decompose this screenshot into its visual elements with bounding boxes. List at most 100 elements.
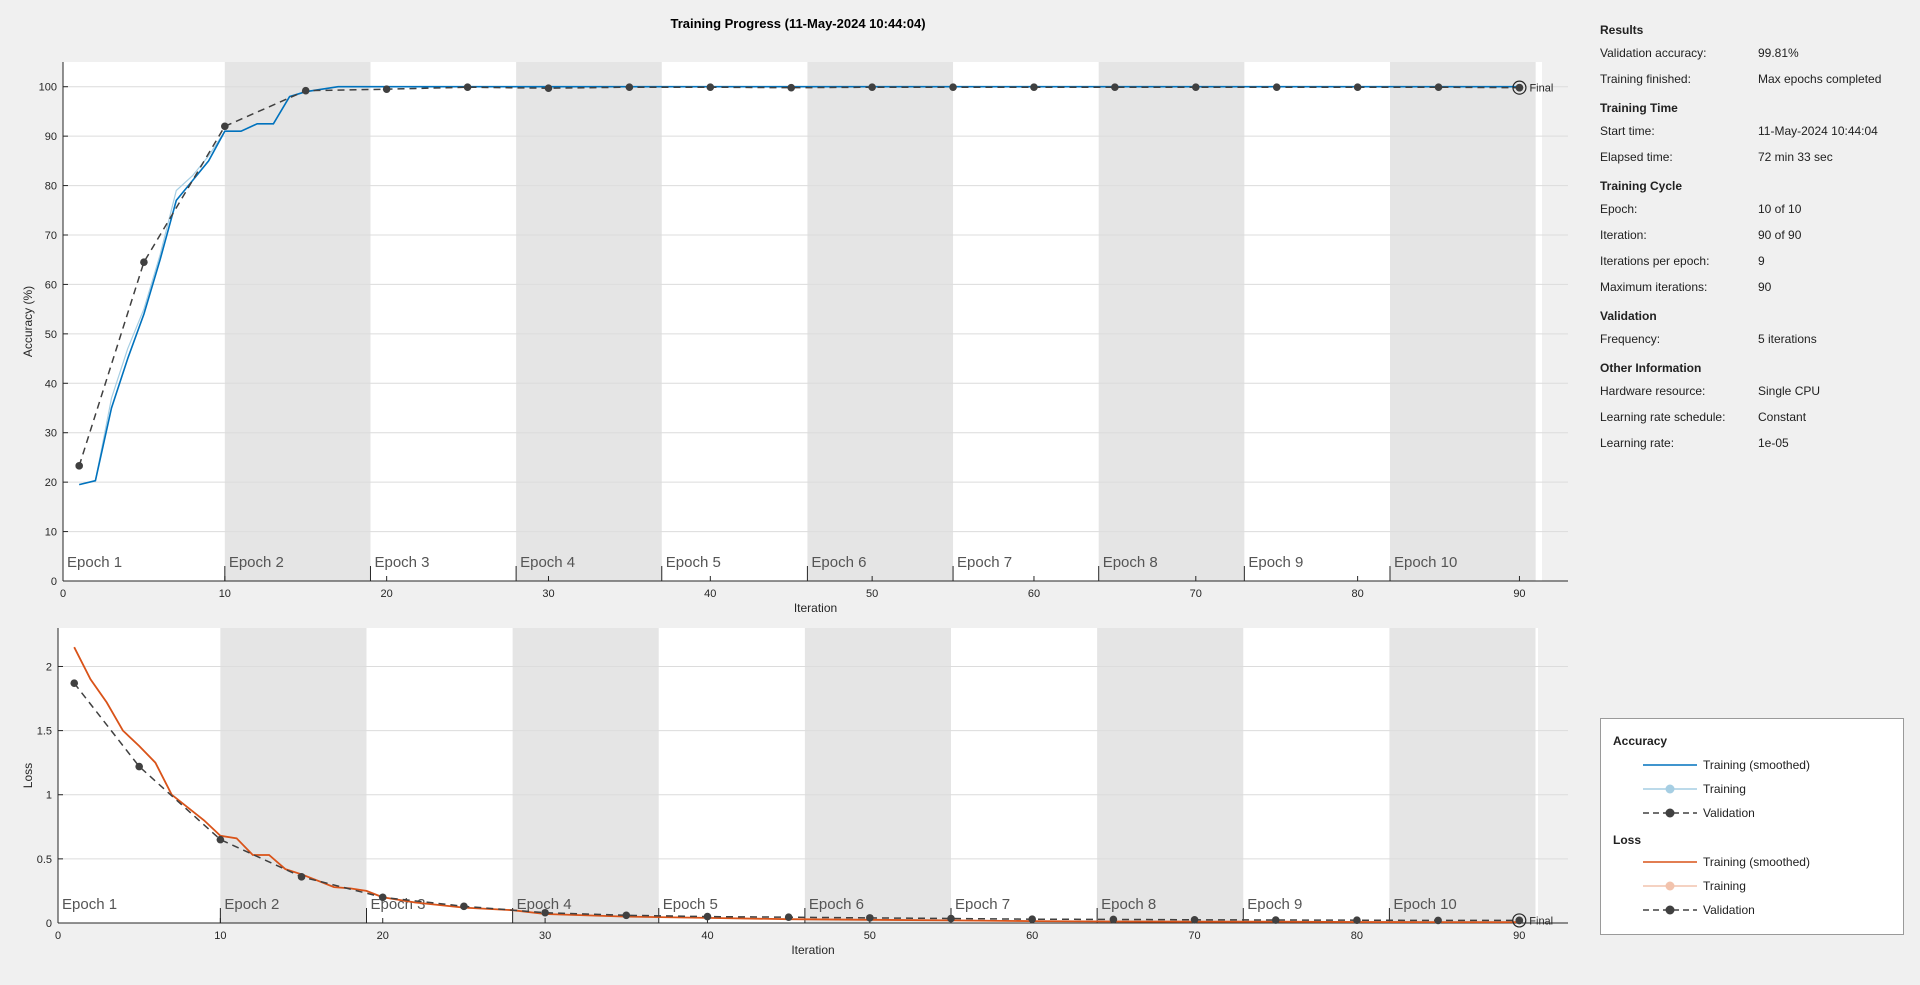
info-key: Maximum iterations:	[1600, 280, 1708, 294]
epoch-shade	[1097, 628, 1244, 923]
info-key: Elapsed time:	[1600, 150, 1673, 164]
info-key: Iterations per epoch:	[1600, 254, 1710, 268]
validation-point	[1191, 83, 1200, 92]
x-tick-label: 20	[377, 930, 389, 942]
y-tick-label: 0.5	[37, 854, 52, 866]
other-info-heading: Other Information	[1600, 361, 1702, 375]
x-tick-label: 20	[381, 588, 393, 600]
validation-point	[378, 893, 387, 902]
validation-point	[1353, 83, 1362, 92]
epoch-label: Epoch 6	[809, 896, 864, 913]
legend-line-icon	[1643, 861, 1697, 863]
info-key: Training finished:	[1600, 72, 1691, 86]
validation-point	[463, 83, 472, 92]
y-tick-label: 40	[45, 378, 57, 390]
epoch-shade	[1389, 62, 1536, 581]
x-tick-label: 40	[701, 930, 713, 942]
info-value: 90 of 90	[1758, 228, 1802, 242]
legend-label: Training (smoothed)	[1703, 855, 1810, 869]
x-tick-label: 0	[60, 588, 66, 600]
info-row: Iterations per epoch: 9	[1600, 248, 1910, 274]
info-row: Validation accuracy: 99.81%	[1600, 40, 1910, 66]
validation-point	[787, 83, 796, 92]
validation-point	[1111, 83, 1119, 92]
validation-heading: Validation	[1600, 309, 1657, 323]
y-tick-label: 20	[45, 477, 57, 489]
results-heading: Results	[1600, 23, 1644, 37]
epoch-label: Epoch 1	[62, 896, 117, 913]
validation-point	[541, 908, 549, 917]
y-tick-label: 70	[45, 230, 57, 242]
info-row: Epoch: 10 of 10	[1600, 196, 1910, 222]
final-point	[1515, 83, 1524, 92]
epoch-label: Epoch 1	[67, 554, 122, 571]
validation-point	[1109, 915, 1118, 924]
legend-accuracy-heading: Accuracy	[1613, 734, 1668, 748]
x-tick-label: 80	[1351, 588, 1363, 600]
epoch-label: Epoch 4	[520, 554, 575, 571]
y-tick-label: 100	[39, 82, 57, 94]
info-row: Frequency: 5 iterations	[1600, 326, 1910, 352]
info-value: 1e-05	[1758, 436, 1789, 450]
epoch-label: Epoch 5	[663, 896, 718, 913]
epoch-label: Epoch 5	[666, 554, 721, 571]
info-value: 72 min 33 sec	[1758, 150, 1833, 164]
epoch-label: Epoch 9	[1248, 554, 1303, 571]
epoch-label: Epoch 9	[1247, 896, 1302, 913]
info-key: Iteration:	[1600, 228, 1647, 242]
info-value: 5 iterations	[1758, 332, 1817, 346]
validation-point	[625, 83, 634, 92]
y-tick-label: 1.5	[37, 726, 52, 738]
x-tick-label: 0	[55, 930, 61, 942]
x-tick-label: 10	[219, 588, 231, 600]
epoch-label: Epoch 4	[517, 896, 572, 913]
info-value: 11-May-2024 10:44:04	[1758, 124, 1878, 138]
info-key: Epoch:	[1600, 202, 1638, 216]
validation-point	[135, 762, 143, 771]
epoch-label: Epoch 3	[374, 554, 429, 571]
legend-line-icon	[1643, 764, 1697, 766]
validation-point	[1190, 915, 1199, 924]
epoch-label: Epoch 10	[1393, 896, 1456, 913]
validation-point	[706, 83, 715, 92]
validation-point	[297, 873, 306, 881]
info-key: Hardware resource:	[1600, 384, 1706, 398]
epoch-shade	[512, 628, 659, 923]
y-tick-label: 0	[46, 918, 52, 930]
final-marker	[1512, 913, 1527, 928]
y-axis-label: Loss	[21, 763, 35, 788]
epoch-label: Epoch 8	[1101, 896, 1156, 913]
y-tick-label: 60	[45, 279, 57, 291]
validation-point	[301, 86, 310, 95]
y-tick-label: 30	[45, 428, 57, 440]
epoch-label: Epoch 7	[957, 554, 1012, 571]
x-tick-label: 50	[864, 930, 876, 942]
validation-point	[1271, 916, 1280, 924]
y-tick-label: 10	[45, 527, 57, 539]
validation-point	[382, 85, 391, 93]
legend-marker-icon	[1643, 881, 1697, 891]
final-label: Final	[1529, 83, 1553, 95]
y-tick-label: 1	[46, 790, 52, 802]
info-value: Max epochs completed	[1758, 72, 1882, 86]
info-key: Frequency:	[1600, 332, 1661, 346]
info-value: Constant	[1758, 410, 1807, 424]
info-key: Learning rate schedule:	[1600, 410, 1726, 424]
legend-marker-icon	[1643, 784, 1697, 794]
validation-point	[75, 462, 83, 470]
figure-title: Training Progress (11-May-2024 10:44:04)	[670, 16, 926, 31]
y-tick-label: 2	[46, 661, 52, 673]
epoch-label: Epoch 7	[955, 896, 1010, 913]
validation-point	[1028, 915, 1036, 923]
x-tick-label: 30	[539, 930, 551, 942]
final-label: Final	[1529, 915, 1553, 927]
x-tick-label: 90	[1513, 588, 1525, 600]
validation-point	[544, 84, 553, 92]
validation-point	[622, 911, 631, 920]
epoch-shade	[224, 62, 371, 581]
validation-point	[703, 912, 712, 921]
x-tick-label: 40	[704, 588, 716, 600]
legend-label: Validation	[1703, 806, 1755, 820]
accuracy-plot: 0 10 20 30 40 50 60 70 80 90 100 0 10 20 30 40 50 60 70 80 9…	[21, 62, 1568, 615]
